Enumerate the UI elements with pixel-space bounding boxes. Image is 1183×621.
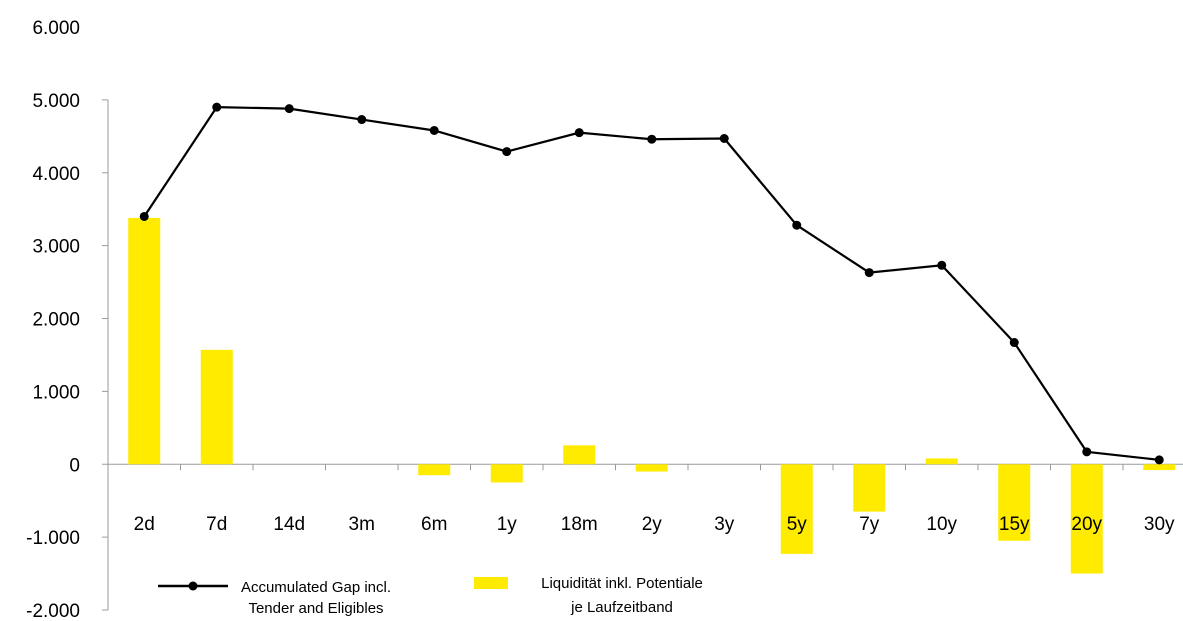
legend-bar-label-2: je Laufzeitband xyxy=(570,599,673,616)
line-point-20y xyxy=(1082,447,1091,456)
line-point-14d xyxy=(285,104,294,113)
y-tick-label: 0 xyxy=(69,455,80,476)
y-tick-label: -1.000 xyxy=(26,528,80,549)
line-point-3m xyxy=(357,115,366,124)
x-tick-label: 14d xyxy=(273,514,305,535)
x-tick-label: 3m xyxy=(349,514,375,535)
x-tick-label: 6m xyxy=(421,514,447,535)
bar-10y xyxy=(926,458,958,464)
y-tick-label: 1.000 xyxy=(32,382,80,403)
x-tick-label: 7y xyxy=(859,514,880,535)
bar-2y xyxy=(636,464,668,471)
bar-6m xyxy=(418,464,450,475)
legend: Accumulated Gap incl. Tender and Eligibl… xyxy=(158,575,703,617)
line-point-18m xyxy=(575,128,584,137)
x-tick-label: 20y xyxy=(1071,514,1102,535)
line-point-2y xyxy=(647,135,656,144)
x-tick-label: 18m xyxy=(561,514,598,535)
x-tick-label: 3y xyxy=(714,514,735,535)
bar-30y xyxy=(1143,464,1175,470)
line-point-5y xyxy=(792,221,801,230)
x-tick-label: 10y xyxy=(926,514,957,535)
bar-18m xyxy=(563,445,595,464)
line-point-10y xyxy=(937,261,946,270)
line-point-30y xyxy=(1155,455,1164,464)
bar-7d xyxy=(201,350,233,464)
y-tick-label: 4.000 xyxy=(32,164,80,185)
bar-5y xyxy=(781,464,813,554)
x-tick-label: 1y xyxy=(497,514,518,535)
bar-1y xyxy=(491,464,523,482)
x-tick-label: 2d xyxy=(134,514,155,535)
line-point-1y xyxy=(502,147,511,156)
legend-line-marker xyxy=(189,582,198,591)
legend-line-label-1: Accumulated Gap incl. xyxy=(241,579,391,596)
x-tick-label: 30y xyxy=(1144,514,1175,535)
legend-line-label-2: Tender and Eligibles xyxy=(248,600,383,617)
line-point-7y xyxy=(865,268,874,277)
x-axis-ticks: 2d 7d 14d 3m 6m 1y 18m 2y 3y 5y 7y 10y 15y 20y 30y xyxy=(134,514,1175,535)
x-tick-label: 5y xyxy=(787,514,808,535)
x-tick-label: 7d xyxy=(206,514,227,535)
y-tick-label: 3.000 xyxy=(32,237,80,258)
y-axis-ticks: 6.000 5.000 4.000 3.000 2.000 1.000 0 -1.000 -2.… xyxy=(26,18,80,621)
y-tick-label: -2.000 xyxy=(26,601,80,621)
y-tick-label: 6.000 xyxy=(32,18,80,39)
line-series xyxy=(140,103,1164,465)
legend-bar-label-1: Liquidität inkl. Potentiale xyxy=(541,575,703,592)
bar-7y xyxy=(853,464,885,511)
y-tick-label: 5.000 xyxy=(32,91,80,112)
line-point-2d xyxy=(140,212,149,221)
x-tick-label: 2y xyxy=(642,514,663,535)
bar-2d xyxy=(128,218,160,464)
line-point-6m xyxy=(430,126,439,135)
line-point-3y xyxy=(720,134,729,143)
y-tick-label: 2.000 xyxy=(32,310,80,331)
line-path xyxy=(144,107,1159,460)
line-point-7d xyxy=(212,103,221,112)
line-point-15y xyxy=(1010,338,1019,347)
legend-bar-swatch xyxy=(474,577,508,589)
x-tick-label: 15y xyxy=(999,514,1030,535)
